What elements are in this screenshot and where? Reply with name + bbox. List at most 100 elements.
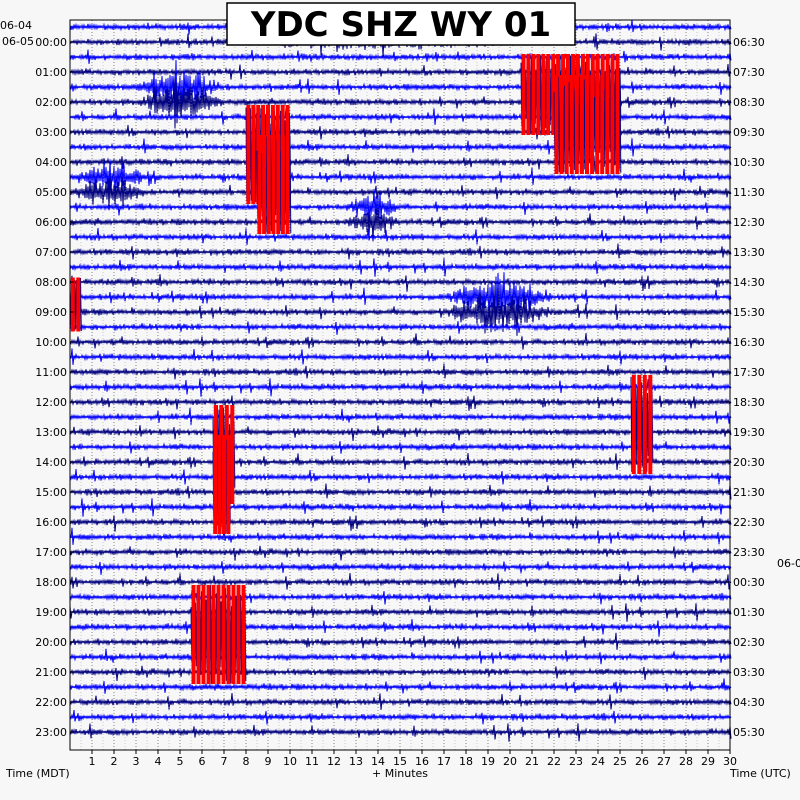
clipped-event-mark xyxy=(559,75,564,174)
left-hour-label: 03:00 xyxy=(35,126,67,139)
clipped-event-mark xyxy=(526,54,531,135)
clipped-event-mark xyxy=(569,75,574,174)
clipped-event-mark xyxy=(216,585,221,684)
x-tick-label: 2 xyxy=(111,755,118,768)
trace-row xyxy=(69,619,732,637)
clipped-event-mark xyxy=(222,435,226,534)
left-hour-label: 17:00 xyxy=(35,546,67,559)
left-hour-label: 23:00 xyxy=(35,726,67,739)
clipped-event-mark xyxy=(605,75,610,174)
x-axis-label: + Minutes xyxy=(372,767,428,780)
clipped-event-mark xyxy=(615,75,620,174)
right-hour-label: 15:30 xyxy=(733,306,765,319)
left-hour-label: 06:00 xyxy=(35,216,67,229)
left-hour-label: 22:00 xyxy=(35,696,67,709)
left-hour-label: 16:00 xyxy=(35,516,67,529)
clipped-event-mark xyxy=(564,75,569,174)
clipped-event-mark xyxy=(257,135,262,234)
clipped-event-mark xyxy=(637,375,642,474)
clipped-event-mark xyxy=(76,277,81,332)
title-box: YDC SHZ WY 01 xyxy=(226,2,576,46)
x-tick-label: 21 xyxy=(525,755,539,768)
left-hour-label: 09:00 xyxy=(35,306,67,319)
clipped-event-mark xyxy=(231,585,236,684)
trace-row xyxy=(69,515,732,532)
clipped-event-mark xyxy=(251,105,256,204)
clipped-event-mark xyxy=(70,277,75,332)
chart-title: YDC SHZ WY 01 xyxy=(250,5,551,45)
x-tick-label: 16 xyxy=(415,755,429,768)
left-axis-label: Time (MDT) xyxy=(5,767,70,780)
right-hour-label: 19:30 xyxy=(733,426,765,439)
right-hour-label: 05:30 xyxy=(733,726,765,739)
clipped-event-mark xyxy=(595,75,600,174)
x-tick-label: 11 xyxy=(305,755,319,768)
clipped-event-mark xyxy=(276,135,281,234)
left-hour-label: 15:00 xyxy=(35,486,67,499)
left-hour-label: 08:00 xyxy=(35,276,67,289)
clipped-event-mark xyxy=(648,375,653,474)
clipped-event-mark xyxy=(285,135,290,234)
left-date-label-2: 06-05 xyxy=(2,35,34,48)
clipped-event-mark xyxy=(230,405,235,504)
clipped-event-mark xyxy=(280,135,285,234)
clipped-event-mark xyxy=(631,375,636,474)
left-hour-label: 21:00 xyxy=(35,666,67,679)
clipped-event-mark xyxy=(585,75,589,174)
right-hour-labels: 06:30 07:30 08:30 09:30 10:30 11:30 12:30 13:30… xyxy=(726,36,765,739)
trace-row xyxy=(69,188,732,223)
clipped-event-mark xyxy=(610,75,615,174)
left-hour-label: 12:00 xyxy=(35,396,67,409)
x-tick-label: 29 xyxy=(701,755,715,768)
x-tick-label: 8 xyxy=(243,755,250,768)
clipped-event-mark xyxy=(241,585,246,684)
x-tick-label: 4 xyxy=(155,755,162,768)
x-tick-label: 28 xyxy=(679,755,693,768)
clipped-event-mark xyxy=(271,135,276,234)
x-tick-label: 18 xyxy=(459,755,473,768)
left-hour-label: 04:00 xyxy=(35,156,67,169)
trace-row xyxy=(69,321,732,335)
clipped-event-mark xyxy=(217,435,222,534)
right-hour-label: 03:30 xyxy=(733,666,765,679)
clipped-event-mark xyxy=(206,585,211,684)
x-tick-label: 12 xyxy=(327,755,341,768)
clipped-event-mark xyxy=(262,135,267,234)
clipped-event-mark xyxy=(521,54,526,135)
right-hour-label: 21:30 xyxy=(733,486,765,499)
x-tick-label: 27 xyxy=(657,755,671,768)
clipped-event-mark xyxy=(213,435,218,534)
clipped-event-mark xyxy=(579,75,584,174)
clipped-event-mark xyxy=(191,585,196,684)
left-hour-label: 01:00 xyxy=(35,66,67,79)
left-hour-label: 10:00 xyxy=(35,336,67,349)
clipped-event-mark xyxy=(221,585,226,684)
left-hour-label: 11:00 xyxy=(35,366,67,379)
left-hour-label: 14:00 xyxy=(35,456,67,469)
x-tick-label: 14 xyxy=(371,755,385,768)
x-tick-label: 10 xyxy=(283,755,297,768)
left-hour-label: 02:00 xyxy=(35,96,67,109)
clipped-event-mark xyxy=(554,75,559,174)
left-hour-label: 18:00 xyxy=(35,576,67,589)
x-tick-label: 23 xyxy=(569,755,583,768)
clipped-event-mark xyxy=(590,75,595,174)
x-tick-label: 3 xyxy=(133,755,140,768)
clipped-event-mark xyxy=(600,75,605,174)
x-tick-labels: 1 2 3 4 5 6 7 8 9 10 11 12 13 14 15 16 17 18 19 20 21 22 23 24 2… xyxy=(89,750,737,768)
right-hour-label: 02:30 xyxy=(733,636,765,649)
right-hour-label: 22:30 xyxy=(733,516,765,529)
x-tick-label: 22 xyxy=(547,755,561,768)
x-tick-label: 6 xyxy=(199,755,206,768)
right-date-label: 06-0 xyxy=(777,557,800,570)
right-hour-label: 10:30 xyxy=(733,156,765,169)
clipped-event-mark xyxy=(211,585,216,684)
right-hour-label: 18:30 xyxy=(733,396,765,409)
right-hour-label: 01:30 xyxy=(733,606,765,619)
x-tick-label: 17 xyxy=(437,755,451,768)
right-hour-label: 23:30 xyxy=(733,546,765,559)
trace-row xyxy=(69,441,732,455)
x-tick-label: 1 xyxy=(89,755,96,768)
right-hour-label: 17:30 xyxy=(733,366,765,379)
